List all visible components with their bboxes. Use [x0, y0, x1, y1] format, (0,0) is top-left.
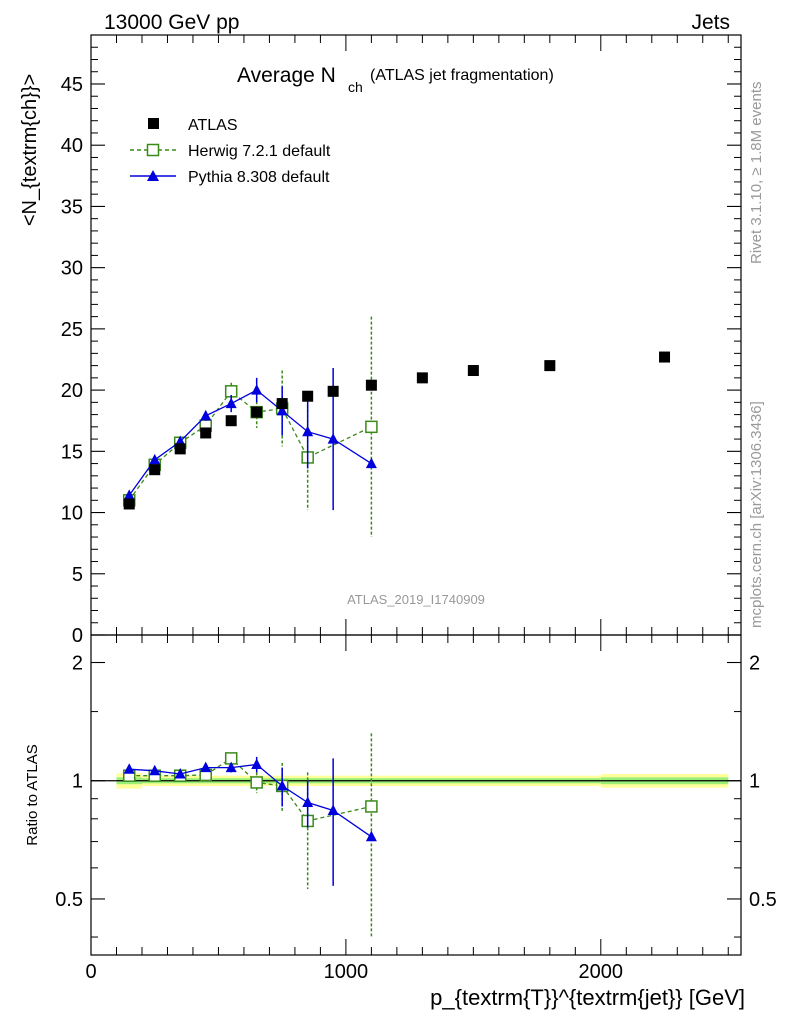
y-tick-label: 0: [72, 625, 83, 647]
data-point-pythia: [225, 397, 237, 409]
data-point-atlas: [327, 385, 339, 397]
data-point-herwig: [365, 800, 378, 813]
data-point-pythia: [200, 761, 212, 773]
ratio-y-tick-label-right: 2: [749, 653, 760, 675]
data-point-pythia: [251, 758, 263, 769]
mcplots-label: mcplots.cern.ch [arXiv:1306.3436]: [748, 401, 765, 628]
data-point-atlas: [659, 351, 671, 363]
data-point-pythia: [276, 404, 288, 416]
header-left-label: 13000 GeV pp: [104, 11, 239, 34]
data-point-pythia: [200, 409, 212, 421]
data-point-atlas: [149, 464, 161, 476]
legend-marker-herwig: [146, 143, 160, 157]
data-point-atlas: [276, 398, 288, 410]
data-point-atlas: [467, 365, 479, 377]
data-point-atlas: [225, 415, 237, 427]
legend-marker-pythia: [147, 170, 159, 181]
data-point-pythia: [251, 384, 263, 395]
legend-entry-atlas: ATLAS: [148, 117, 238, 134]
legend-label-herwig: Herwig 7.2.1 default: [188, 143, 331, 160]
ratio-y-tick-label: 1: [72, 771, 83, 793]
data-point-atlas: [302, 390, 314, 402]
legend-label-pythia: Pythia 8.308 default: [188, 169, 330, 186]
data-point-pythia: [365, 830, 377, 842]
data-point-herwig: [365, 420, 378, 434]
ratio-y-tick-label: 0.5: [55, 889, 83, 911]
data-point-atlas: [200, 427, 212, 439]
series-line-pythia: [128, 389, 372, 496]
x-tick-label: 0: [85, 961, 96, 983]
y-tick-label: 15: [61, 441, 83, 463]
ratio-series: [122, 733, 378, 938]
y-tick-label: 20: [61, 380, 83, 402]
data-point-atlas: [251, 406, 263, 418]
x-tick-labels: 0 1000 2000: [85, 961, 623, 983]
data-point-atlas: [174, 443, 186, 455]
legend: ATLAS Herwig 7.2.1 default Pythia 8.308 …: [130, 117, 331, 186]
data-point-pythia: [174, 768, 186, 779]
data-point-herwig: [250, 776, 263, 789]
y-axis-label-ratio: Ratio to ATLAS: [24, 744, 41, 845]
x-tick-label: 1000: [324, 961, 369, 983]
data-point-pythia: [302, 425, 314, 437]
chart-title-sub: ch: [348, 79, 363, 95]
data-point-atlas: [365, 379, 377, 391]
y-tick-label: 30: [61, 258, 83, 280]
data-point-pythia: [225, 761, 237, 773]
chart-title: Average N ch (ATLAS jet fragmentation): [237, 64, 554, 95]
y-tick-label: 45: [61, 74, 83, 96]
data-point-pythia: [276, 779, 288, 791]
analysis-label: ATLAS_2019_I1740909: [347, 592, 485, 607]
rivet-label: Rivet 3.1.10, ≥ 1.8M events: [748, 82, 765, 265]
x-tick-label: 2000: [579, 961, 624, 983]
ratio-y-tick-label-right: 0.5: [749, 889, 777, 911]
x-axis-label: p_{textrm{T}}^{textrm{jet}} [GeV]: [430, 985, 745, 1010]
data-point-pythia: [123, 489, 135, 500]
data-point-pythia: [327, 804, 339, 815]
chart-title-main: Average N: [237, 64, 336, 87]
data-point-atlas: [123, 498, 135, 510]
main-series: [122, 316, 671, 538]
y-tick-label: 35: [61, 196, 83, 218]
legend-label-atlas: ATLAS: [188, 117, 238, 134]
data-point-atlas: [544, 360, 556, 372]
y-tick-label: 25: [61, 319, 83, 341]
legend-entry-pythia: Pythia 8.308 default: [130, 169, 330, 186]
y-tick-label: 5: [72, 564, 83, 586]
ratio-axes: 0.5 1 2 0.5 1 2: [55, 635, 777, 955]
data-point-pythia: [327, 433, 339, 444]
ratio-y-tick-label: 2: [72, 653, 83, 675]
series-line-pythia: [129, 763, 372, 838]
data-point-pythia: [365, 457, 377, 469]
data-point-pythia: [149, 453, 161, 465]
legend-entry-herwig: Herwig 7.2.1 default: [130, 143, 331, 160]
chart-title-note: (ATLAS jet fragmentation): [370, 67, 554, 84]
header-right-label: Jets: [691, 11, 730, 34]
ratio-panel-frame: [90, 634, 742, 956]
data-point-pythia: [123, 763, 135, 774]
y-tick-label: 10: [61, 503, 83, 525]
legend-marker-atlas: [148, 118, 159, 129]
y-tick-label: 40: [61, 135, 83, 157]
data-point-atlas: [416, 372, 428, 384]
data-point-pythia: [302, 796, 314, 808]
ratio-y-tick-label-right: 1: [749, 771, 760, 793]
series-line-herwig: [128, 390, 372, 501]
main-axes: 0 5 10 15 20 25 30 35 40 45: [61, 35, 741, 647]
data-point-pythia: [149, 764, 161, 776]
y-axis-label-main: <N_{textrm{ch}}>: [19, 74, 41, 226]
